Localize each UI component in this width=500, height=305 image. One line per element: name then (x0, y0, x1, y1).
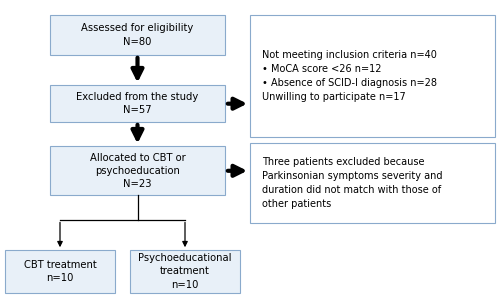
FancyBboxPatch shape (130, 250, 240, 293)
Text: Allocated to CBT or
psychoeducation
N=23: Allocated to CBT or psychoeducation N=23 (90, 152, 186, 189)
Text: CBT treatment
n=10: CBT treatment n=10 (24, 260, 97, 283)
FancyBboxPatch shape (5, 250, 115, 293)
FancyBboxPatch shape (50, 146, 225, 195)
Text: Not meeting inclusion criteria n=40
• MoCA score <26 n=12
• Absence of SCID-I di: Not meeting inclusion criteria n=40 • Mo… (262, 50, 438, 102)
FancyBboxPatch shape (250, 15, 495, 137)
Text: Three patients excluded because
Parkinsonian symptoms severity and
duration did : Three patients excluded because Parkinso… (262, 157, 443, 209)
FancyBboxPatch shape (50, 85, 225, 122)
Text: Assessed for eligibility
N=80: Assessed for eligibility N=80 (82, 23, 194, 47)
Text: Excluded from the study
N=57: Excluded from the study N=57 (76, 92, 198, 115)
FancyBboxPatch shape (50, 15, 225, 55)
FancyBboxPatch shape (250, 143, 495, 223)
Text: Psychoeducational
treatment
n=10: Psychoeducational treatment n=10 (138, 253, 232, 290)
